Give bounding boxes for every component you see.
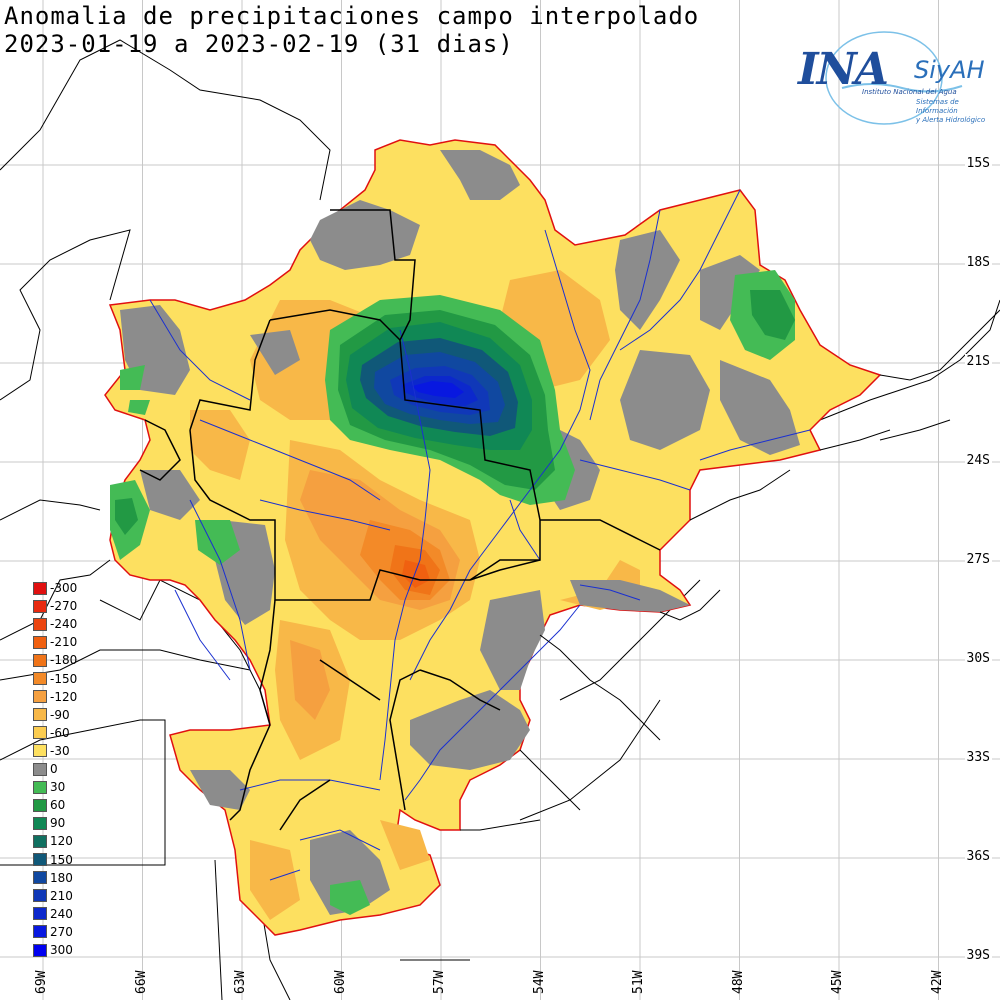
legend-item: -180: [33, 653, 77, 667]
longitude-label: 69W: [34, 970, 49, 994]
legend-item: -60: [33, 726, 70, 740]
longitude-label: 63W: [233, 970, 248, 994]
ina-siyah-logo: INA SiyAH Instituto Nacional del Agua Si…: [792, 30, 997, 130]
rivers: [149, 189, 811, 881]
latitude-label: 39S: [964, 948, 992, 963]
legend-item: -30: [33, 744, 70, 758]
legend-label: -300: [50, 581, 78, 595]
legend-swatch: [33, 853, 47, 866]
legend-label: -240: [50, 617, 78, 632]
legend-swatch: [33, 653, 47, 667]
legend-item: 270: [33, 925, 73, 939]
longitude-label: 51W: [631, 970, 646, 994]
legend-swatch: [33, 581, 47, 595]
latitude-label: 30S: [964, 651, 992, 666]
legend-label: 210: [50, 888, 73, 903]
latitude-label: 33S: [964, 750, 992, 765]
legend-label: -270: [50, 599, 78, 614]
legend-swatch: [33, 690, 47, 704]
legend-label: -210: [50, 635, 78, 650]
latitude-label: 18S: [964, 255, 992, 270]
legend-label: 150: [50, 852, 73, 867]
legend-label: 0: [50, 762, 58, 776]
logo-siyah-text: SiyAH: [914, 56, 985, 84]
legend-swatch: [33, 744, 47, 758]
longitude-label: 60W: [332, 970, 348, 994]
longitude-label: 45W: [830, 970, 845, 994]
legend-swatch: [33, 871, 47, 885]
legend-item: 120: [33, 834, 73, 848]
inner-borders: [139, 209, 661, 831]
longitude-label: 66W: [133, 970, 149, 994]
legend-item: -90: [33, 708, 70, 722]
legend-label: -60: [50, 725, 70, 740]
longitude-label: 54W: [531, 970, 547, 994]
latitude-label: 27S: [964, 552, 992, 567]
legend-label: 240: [50, 906, 73, 921]
legend-swatch: [33, 834, 47, 848]
latitude-label: 21S: [964, 354, 992, 369]
legend-swatch: [33, 925, 47, 939]
coastline: [460, 309, 1000, 831]
legend-item: -270: [33, 599, 77, 613]
legend-item: -120: [33, 690, 77, 704]
legend-label: 120: [50, 834, 73, 849]
latitude-label: 24S: [964, 453, 992, 468]
legend-swatch: [33, 816, 47, 830]
longitude-label: 48W: [730, 970, 746, 994]
country-borders: [0, 39, 1000, 1000]
legend-swatch: [33, 943, 47, 957]
map-date-range: 2023-01-19 a 2023-02-19 (31 dias): [4, 30, 514, 58]
legend-item: -240: [33, 617, 77, 631]
legend-swatch: [33, 889, 47, 903]
legend-item: 300: [33, 943, 73, 957]
legend-swatch: [33, 798, 47, 812]
logo-subtitle-2: Sistemas de Información y Alerta Hidroló…: [916, 98, 986, 124]
legend-item: 90: [33, 816, 65, 830]
legend-label: 90: [50, 816, 66, 831]
legend-label: -120: [50, 689, 78, 704]
anomaly-zones: [110, 150, 800, 920]
legend-item: 210: [33, 889, 73, 903]
legend-label: -90: [50, 707, 70, 722]
legend-swatch: [33, 726, 47, 740]
longitude-label: 42W: [929, 970, 945, 994]
map-title: Anomalia de precipitaciones campo interp…: [4, 2, 700, 30]
legend-item: 30: [33, 780, 65, 794]
legend-item: -150: [33, 672, 77, 686]
longitude-label: 57W: [432, 970, 447, 994]
legend-item: -300: [33, 581, 77, 595]
legend-swatch: [33, 762, 47, 776]
legend-item: 240: [33, 907, 73, 921]
legend-label: -30: [50, 743, 70, 758]
legend-item: 0: [33, 762, 58, 776]
legend-swatch: [33, 780, 47, 794]
logo-subtitle: Instituto Nacional del Agua: [862, 88, 957, 96]
legend-label: 180: [50, 870, 73, 885]
legend-item: 150: [33, 853, 73, 867]
legend-swatch: [33, 635, 47, 649]
latitude-label: 36S: [964, 849, 992, 864]
legend-swatch: [33, 708, 47, 722]
legend-swatch: [33, 907, 47, 921]
legend-label: -150: [50, 671, 78, 686]
legend-item: 180: [33, 871, 73, 885]
legend-label: 270: [50, 924, 73, 939]
legend-swatch: [33, 617, 47, 631]
latitude-label: 15S: [964, 156, 992, 171]
legend-item: -210: [33, 635, 77, 649]
legend-swatch: [33, 672, 47, 685]
legend-label: -180: [50, 653, 78, 668]
legend-label: 60: [50, 798, 66, 813]
legend-label: 300: [50, 943, 73, 957]
legend-swatch: [33, 599, 47, 613]
logo-ina-text: INA: [798, 44, 889, 95]
legend-label: 30: [50, 780, 66, 795]
legend-item: 60: [33, 798, 65, 812]
